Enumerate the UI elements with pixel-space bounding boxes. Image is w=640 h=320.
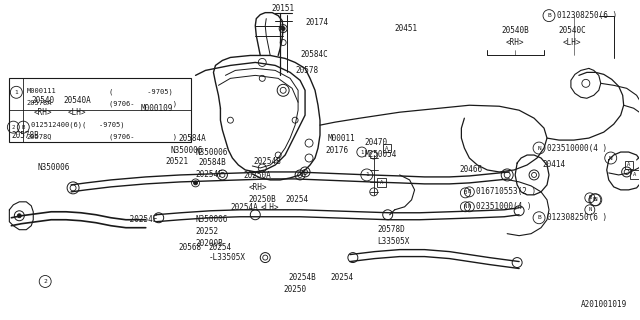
Text: 20584B: 20584B [198, 158, 227, 167]
Text: B: B [537, 215, 541, 220]
Text: (9706-         ): (9706- ) [109, 100, 177, 107]
Text: 20540C: 20540C [558, 26, 586, 35]
Text: 20254B: 20254B [288, 273, 316, 282]
Text: B: B [588, 195, 591, 200]
Text: N: N [609, 156, 612, 161]
Text: B: B [547, 13, 551, 18]
Text: 20578A: 20578A [26, 100, 52, 106]
Text: 20521: 20521 [166, 157, 189, 166]
Text: A: A [380, 180, 383, 185]
Text: N: N [468, 204, 471, 209]
Text: 20466: 20466 [460, 165, 483, 174]
Text: -L33505X: -L33505X [209, 253, 246, 262]
Text: 20250: 20250 [284, 285, 307, 294]
Text: 20254: 20254 [285, 195, 308, 204]
Text: 20174: 20174 [305, 18, 328, 27]
Text: 20540: 20540 [31, 96, 55, 105]
Text: 1: 1 [365, 172, 369, 177]
Text: 20176: 20176 [325, 146, 348, 155]
Text: N350006: N350006 [196, 215, 228, 224]
Text: 016710553(2 ): 016710553(2 ) [476, 188, 536, 196]
Text: 20451: 20451 [395, 24, 418, 33]
Text: 20578Q: 20578Q [26, 133, 52, 139]
Text: <RH>: <RH> [248, 183, 267, 192]
Text: 20254F: 20254F [196, 171, 223, 180]
Text: B: B [468, 189, 471, 194]
Text: 20250A: 20250A [243, 172, 271, 180]
Text: N: N [588, 207, 591, 212]
Text: <LH>: <LH> [260, 203, 279, 212]
Text: N: N [594, 197, 598, 202]
Text: 20252: 20252 [196, 227, 219, 236]
Text: 012308250(6 ): 012308250(6 ) [557, 11, 617, 20]
Text: M000111: M000111 [26, 88, 56, 94]
Text: 1: 1 [15, 90, 18, 95]
Bar [630, 171, 639, 180]
Text: 20250B: 20250B [248, 195, 276, 204]
Text: N: N [464, 204, 467, 209]
Text: B: B [593, 197, 596, 202]
Text: N350006: N350006 [196, 148, 228, 156]
Text: (        -9705): ( -9705) [109, 88, 173, 95]
Text: N350006: N350006 [37, 164, 70, 172]
Text: <RH>: <RH> [34, 108, 52, 117]
Text: A: A [633, 172, 636, 177]
Text: 20540A: 20540A [63, 96, 91, 105]
Text: 20254A: 20254A [230, 203, 258, 212]
Text: 20151: 20151 [271, 4, 295, 13]
Bar [10, 78, 191, 142]
Text: -20254E: -20254E [126, 215, 158, 224]
Text: M00011: M00011 [328, 133, 356, 143]
Text: 20254: 20254 [209, 243, 232, 252]
Text: <RH>: <RH> [506, 38, 524, 47]
Text: A: A [627, 163, 630, 167]
Text: 012512400(6)(   -9705): 012512400(6)( -9705) [31, 121, 125, 128]
Text: <LH>: <LH> [563, 38, 581, 47]
Text: 2: 2 [12, 125, 15, 130]
Bar [377, 179, 386, 188]
Text: L33505X: L33505X [378, 237, 410, 246]
Text: N: N [537, 146, 541, 150]
Text: 20414: 20414 [542, 160, 565, 170]
Text: 20254B: 20254B [253, 157, 281, 166]
Text: <LH>: <LH> [68, 108, 86, 117]
Text: A201001019: A201001019 [580, 300, 627, 309]
Bar [625, 161, 632, 169]
Text: 20470: 20470 [365, 138, 388, 147]
Text: 023510000(4 ): 023510000(4 ) [547, 144, 607, 153]
Text: 2: 2 [44, 279, 47, 284]
Text: 20584A: 20584A [179, 133, 206, 143]
Text: M250054: M250054 [365, 149, 397, 158]
Circle shape [17, 214, 21, 218]
Text: B: B [22, 125, 25, 130]
Text: (9706-         ): (9706- ) [109, 133, 177, 140]
Text: 1: 1 [360, 149, 364, 155]
Text: 20254: 20254 [330, 273, 353, 282]
Circle shape [281, 27, 285, 31]
Text: M000109: M000109 [141, 104, 173, 113]
Text: 20568: 20568 [179, 243, 202, 252]
Text: 20540B: 20540B [501, 26, 529, 35]
Text: 02351000(4 ): 02351000(4 ) [476, 202, 532, 211]
Circle shape [193, 181, 198, 185]
Text: 20200B: 20200B [196, 239, 223, 248]
Text: A: A [385, 146, 388, 150]
Text: B: B [464, 190, 467, 195]
Bar [383, 144, 390, 152]
Text: 012308250(6 ): 012308250(6 ) [547, 213, 607, 222]
Text: 20578D: 20578D [378, 225, 406, 234]
Text: N350006: N350006 [171, 146, 203, 155]
Text: 20578: 20578 [295, 66, 318, 75]
Text: 20578B: 20578B [12, 131, 39, 140]
Text: 20584C: 20584C [300, 50, 328, 59]
